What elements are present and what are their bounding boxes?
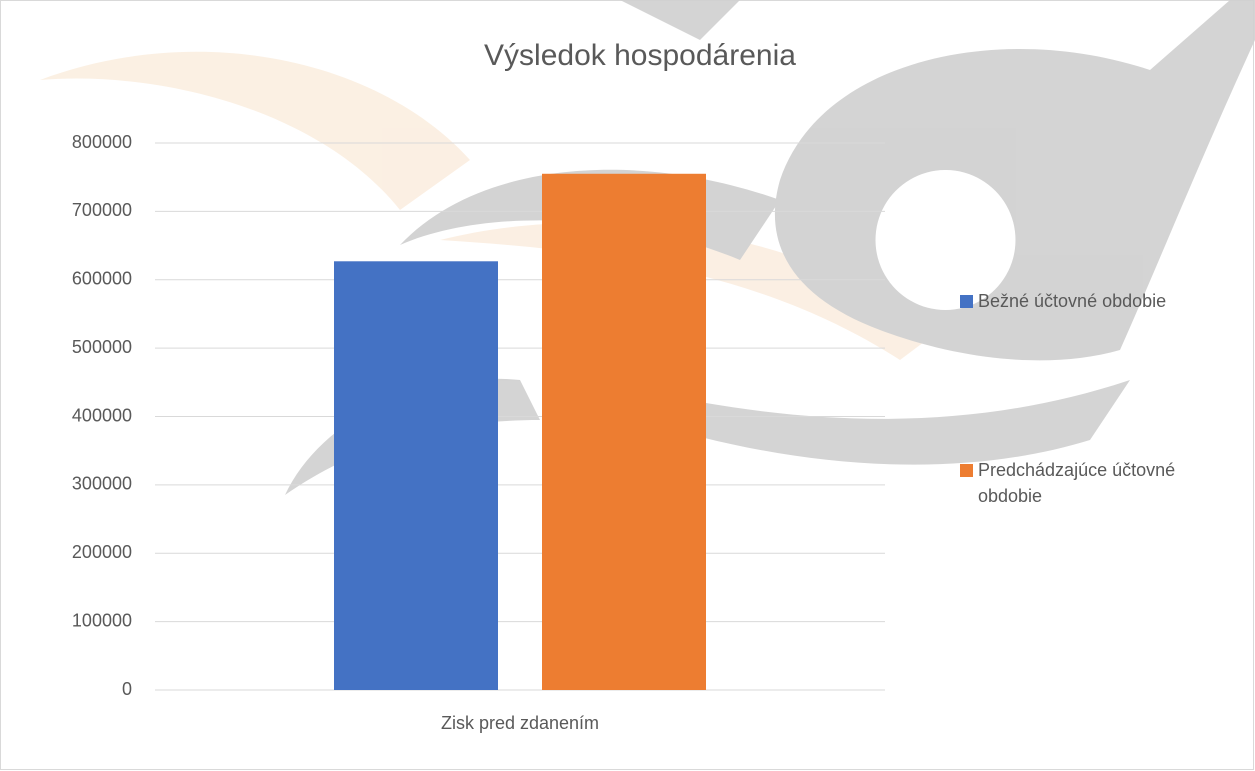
y-tick-label: 500000: [72, 337, 132, 357]
legend-label: Bežné účtovné obdobie: [978, 291, 1167, 311]
bar: [542, 173, 706, 691]
y-tick-label: 0: [122, 679, 132, 699]
chart-title: Výsledok hospodárenia: [484, 39, 796, 72]
legend-entry: Bežné účtovné obdobie: [958, 288, 1208, 314]
y-tick-label: 700000: [72, 200, 132, 220]
legend-swatch: [960, 295, 973, 308]
bar: [334, 261, 498, 690]
y-tick-label: 300000: [72, 474, 132, 494]
legend-entry: Predchádzajúce účtovné obdobie: [958, 457, 1208, 509]
y-tick-label: 600000: [72, 269, 132, 289]
x-tick-label: Zisk pred zdanením: [441, 713, 599, 733]
y-tick-label: 400000: [72, 405, 132, 425]
y-tick-label: 200000: [72, 542, 132, 562]
legend-label: Predchádzajúce účtovné obdobie: [978, 460, 1176, 506]
y-tick-label: 100000: [72, 610, 132, 630]
y-tick-label: 800000: [72, 132, 132, 152]
legend-swatch: [960, 464, 973, 477]
